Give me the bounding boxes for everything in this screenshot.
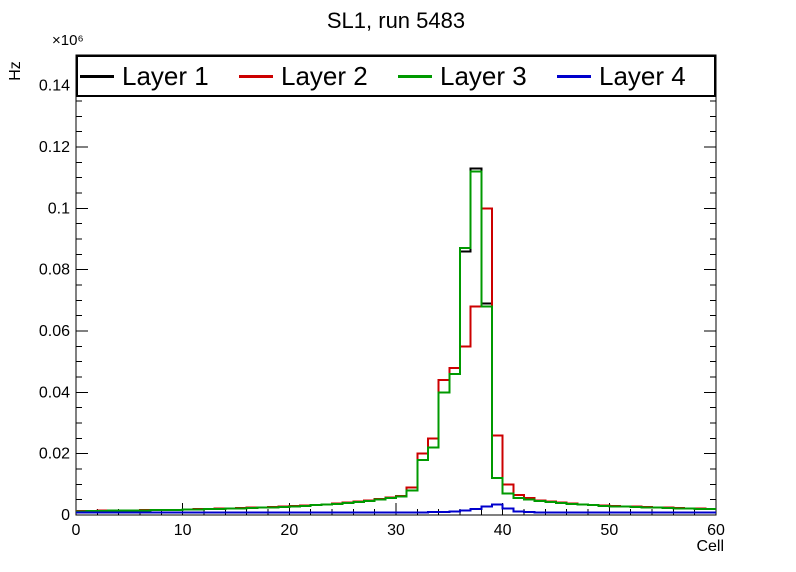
tick-label: 0.12 (39, 139, 70, 156)
series-line-layer-2 (76, 207, 716, 513)
tick-label: 0.14 (39, 78, 70, 95)
series-line-layer-1 (76, 167, 716, 513)
legend-item: Layer 1 (78, 61, 237, 92)
x-axis-label: Cell (696, 538, 724, 555)
legend-line-swatch (398, 74, 432, 78)
tick-label: 0.04 (39, 384, 70, 401)
tick-label: 0.08 (39, 262, 70, 279)
plot-frame (75, 54, 717, 516)
legend-item: Layer 4 (555, 61, 714, 92)
legend-label: Layer 4 (599, 60, 686, 91)
tick-label: 10 (174, 522, 192, 539)
chart-title: SL1, run 5483 (326, 8, 466, 33)
tick-label: 0 (72, 522, 81, 539)
tick-label: 50 (600, 522, 618, 539)
y-axis-label: Hz (6, 61, 24, 81)
tick-label: 20 (280, 522, 298, 539)
legend-label: Layer 1 (122, 60, 209, 91)
legend: Layer 1 Layer 2 Layer 3 Layer 4 (76, 55, 716, 97)
series-line-layer-4 (76, 503, 716, 514)
y-axis-multiplier: ×10⁶ (52, 32, 84, 49)
legend-line-swatch (239, 74, 273, 78)
tick-label: 40 (494, 522, 512, 539)
tick-label: 0.06 (39, 323, 70, 340)
legend-label: Layer 3 (440, 60, 527, 91)
tick-label: 60 (707, 522, 725, 539)
legend-line-swatch (80, 74, 114, 78)
legend-item: Layer 2 (237, 61, 396, 92)
tick-label: 0.02 (39, 446, 70, 463)
legend-item: Layer 3 (396, 61, 555, 92)
legend-label: Layer 2 (281, 60, 368, 91)
tick-label: 0.1 (48, 200, 70, 217)
legend-line-swatch (557, 74, 591, 78)
tick-label: 0 (61, 507, 70, 524)
series-line-layer-3 (76, 170, 716, 513)
tick-label: 30 (387, 522, 405, 539)
